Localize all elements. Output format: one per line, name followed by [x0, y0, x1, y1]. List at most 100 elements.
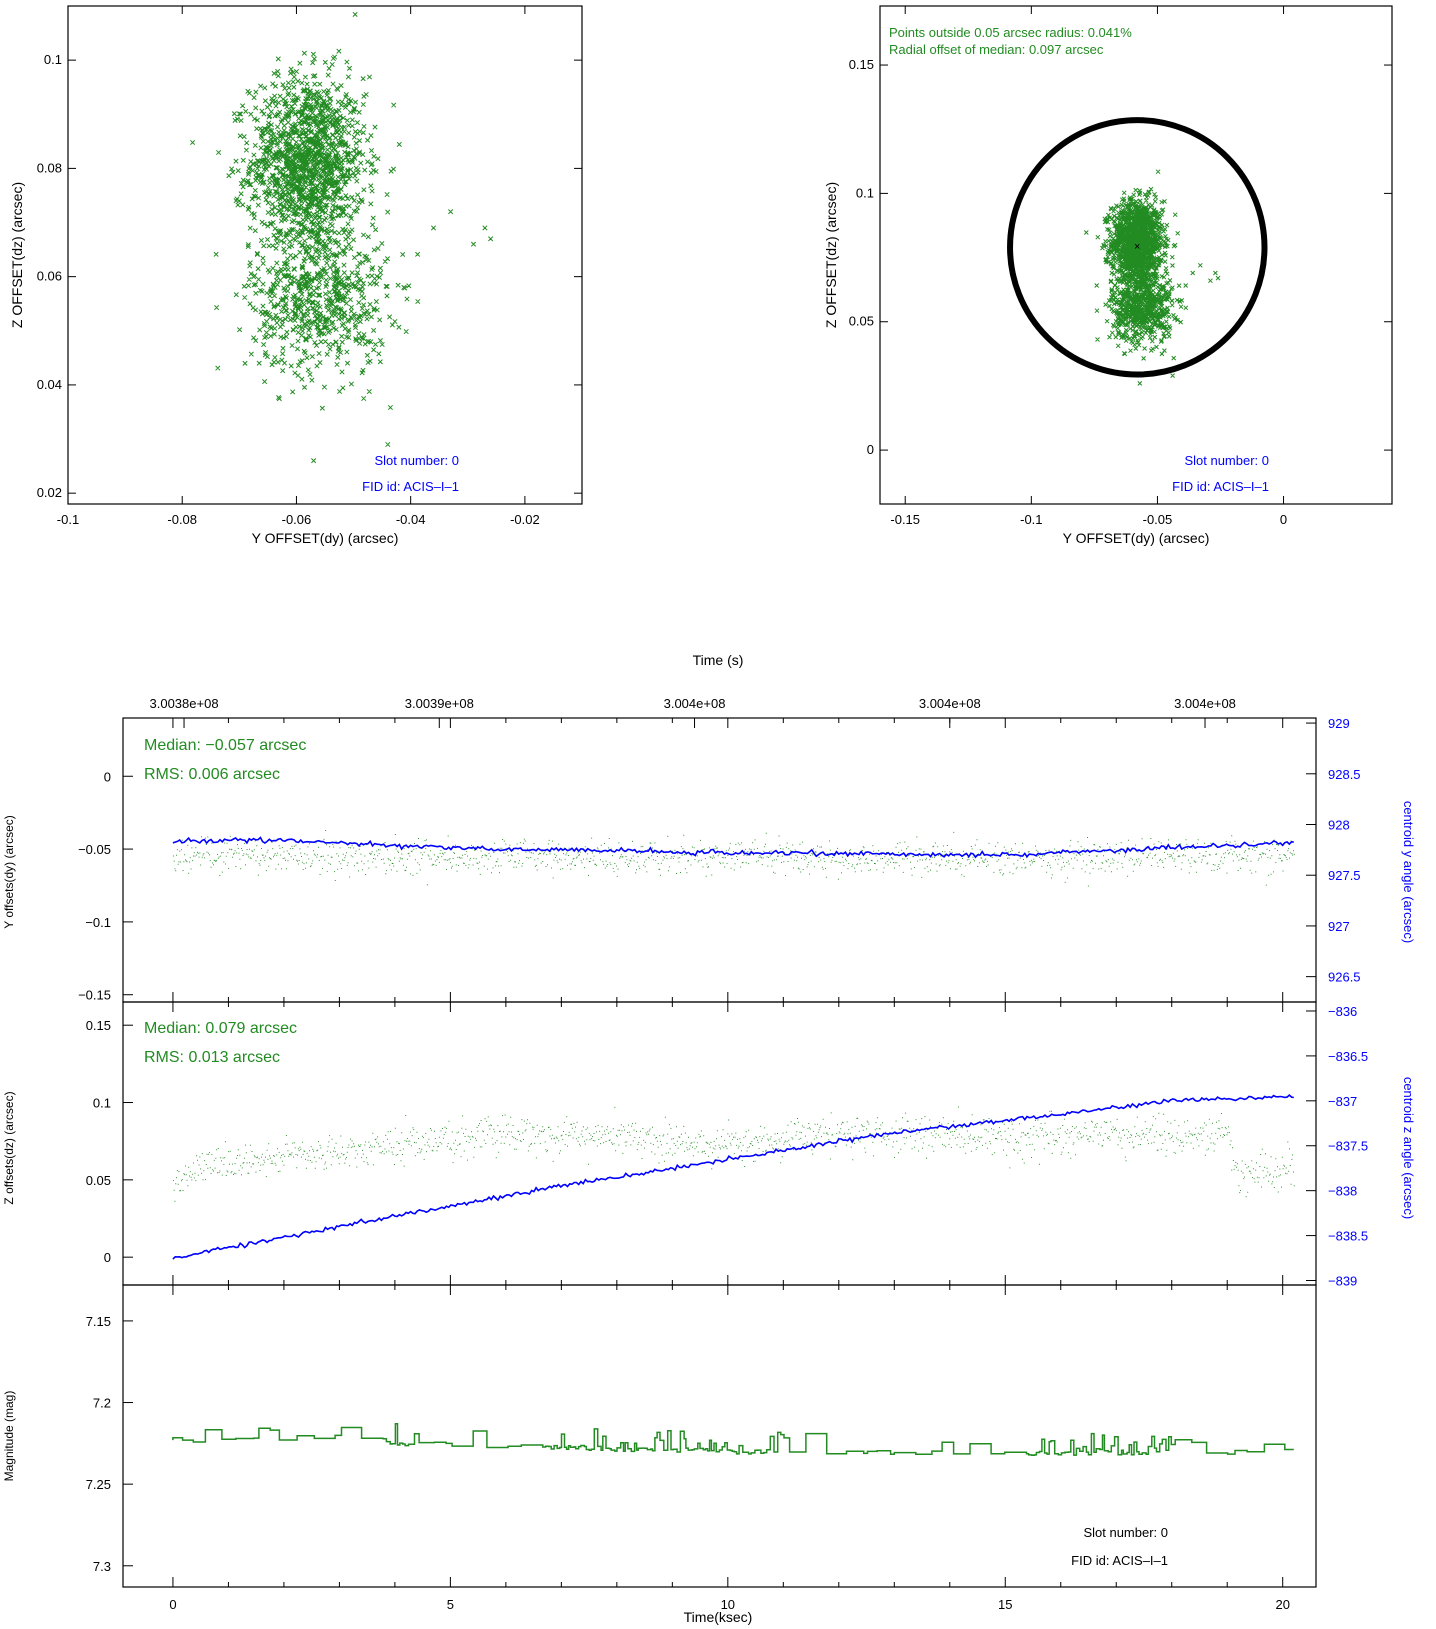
- scatter-left-points: [190, 11, 494, 464]
- z-median-label: Median: 0.079 arcsec: [144, 1020, 297, 1037]
- top-tick-label: 3.0038e+08: [150, 696, 219, 711]
- y-median-label: Median: −0.057 arcsec: [144, 737, 306, 754]
- z-offsets-series: [172, 1094, 1295, 1260]
- scatter-right-frame: [879, 5, 1393, 505]
- scatter-left-panel: -0.1 -0.08 -0.06 -0.04 -0.02 0.02 0.04 0.06 0.08…: [9, 5, 583, 546]
- z-offsets-panel: 0.15 0.1 0.05 0 −836 −836.5 −837 −837.5 −838 −838…: [2, 1001, 1416, 1289]
- y-tick-label: 0.1: [93, 1096, 111, 1111]
- z-rms-label: RMS: 0.013 arcsec: [144, 1049, 280, 1066]
- radial-offset-label: Radial offset of median: 0.097 arcsec: [889, 42, 1104, 57]
- y-tick-label: 7.3: [93, 1559, 111, 1574]
- magnitude-slot-label: Slot number: 0: [1083, 1525, 1168, 1540]
- top-time-axis-title: Time (s): [693, 652, 744, 668]
- magnitude-line: [172, 1423, 1294, 1456]
- y-tick-label: 0: [104, 769, 111, 784]
- scatter-left-fid-label: FID id: ACIS–I–1: [362, 479, 459, 494]
- top-tick-label: 3.004e+08: [919, 696, 981, 711]
- top-tick-label: 3.004e+08: [1174, 696, 1236, 711]
- scatter-left-slot-label: Slot number: 0: [374, 453, 459, 468]
- right-tick-label: −836: [1328, 1004, 1357, 1019]
- x-tick-label: 10: [721, 1597, 735, 1612]
- scatter-right-points: [1083, 169, 1221, 386]
- scatter-left-xlabel: Y OFFSET(dy) (arcsec): [252, 530, 399, 546]
- magnitude-series: [172, 1423, 1294, 1456]
- y-tick-label: 0.1: [44, 52, 62, 67]
- y-tick-label: 0.05: [849, 314, 874, 329]
- offset-dots: [172, 830, 1295, 887]
- y-tick-label: −0.05: [78, 842, 111, 857]
- x-tick-label: -0.02: [510, 512, 540, 527]
- scatter-points-path: [190, 11, 494, 464]
- x-tick-label: 5: [447, 1597, 454, 1612]
- magnitude-fid-label: FID id: ACIS–I–1: [1071, 1553, 1168, 1568]
- x-tick-label: 20: [1275, 1597, 1289, 1612]
- time-ksec-xlabel: Time(ksec): [684, 1609, 753, 1625]
- scatter-left-frame: [67, 5, 583, 505]
- y-tick-label: 0.15: [849, 57, 874, 72]
- magnitude-ticks: 7.15 7.2 7.25 7.3 0 5 10 15 20: [86, 1285, 1290, 1612]
- points-outside-label: Points outside 0.05 arcsec radius: 0.041…: [889, 25, 1132, 40]
- right-tick-label: 927: [1328, 919, 1350, 934]
- y-offsets-ticks: 0 −0.05 −0.1 −0.15 929 928.5 928 927.5 927 926.5: [78, 716, 1360, 1003]
- y-tick-label: 0.04: [37, 377, 62, 392]
- y-offsets-ylabel: Y offsets(dy) (arcsec): [2, 815, 16, 929]
- right-tick-label: −839: [1328, 1274, 1357, 1289]
- centroid-y-ylabel: centroid y angle (arcsec): [1401, 801, 1416, 943]
- x-tick-label: -0.06: [282, 512, 312, 527]
- x-tick-label: -0.15: [890, 512, 920, 527]
- scatter-left-ticks: -0.1 -0.08 -0.06 -0.04 -0.02 0.02 0.04 0.06 0.08…: [37, 6, 582, 527]
- right-tick-label: −838.5: [1328, 1229, 1368, 1244]
- right-tick-label: 928.5: [1328, 767, 1361, 782]
- y-tick-label: −0.1: [85, 915, 111, 930]
- scatter-right-panel: × -0.15 -0.1 -0.05 0 0 0.05 0.1 0.15 Points out…: [823, 5, 1393, 546]
- right-tick-label: 928: [1328, 818, 1350, 833]
- y-tick-label: 0.15: [86, 1018, 111, 1033]
- y-tick-label: 0.02: [37, 485, 62, 500]
- y-offsets-frame: [122, 717, 1317, 1003]
- y-offsets-panel: 0−0.05−0.1−0.15929928.5928927.5927926.5 …: [2, 696, 1416, 1003]
- x-tick-label: -0.04: [396, 512, 426, 527]
- top-tick-label: 3.004e+08: [664, 696, 726, 711]
- y-tick-label: 0: [867, 442, 874, 457]
- magnitude-frame: [122, 1284, 1317, 1588]
- y-tick-label: 7.25: [86, 1477, 111, 1492]
- y-tick-label: 0.08: [37, 160, 62, 175]
- right-tick-label: 927.5: [1328, 868, 1361, 883]
- y-tick-label: 0.06: [37, 269, 62, 284]
- x-tick-label: 0: [1280, 512, 1287, 527]
- y-tick-label: 0.1: [856, 185, 874, 200]
- right-tick-label: −837.5: [1328, 1139, 1368, 1154]
- scatter-right-fid-label: FID id: ACIS–I–1: [1172, 479, 1269, 494]
- scatter-left-ylabel: Z OFFSET(dz) (arcsec): [9, 182, 25, 328]
- radius-circle: [1007, 117, 1268, 378]
- x-tick-label: 15: [998, 1597, 1012, 1612]
- median-marker: ×: [1134, 241, 1140, 253]
- right-tick-label: −838: [1328, 1184, 1357, 1199]
- z-offsets-frame: [122, 1001, 1317, 1286]
- scatter-right-ticks: -0.15 -0.1 -0.05 0 0 0.05 0.1 0.15: [849, 6, 1392, 527]
- centroid-line: [172, 836, 1294, 859]
- x-tick-label: 0: [169, 1597, 176, 1612]
- y-tick-label: 7.15: [86, 1314, 111, 1329]
- x-tick-label: -0.08: [167, 512, 197, 527]
- time-seconds-ticks: 3.0038e+08 3.0039e+08 3.004e+08 3.004e+08 3.…: [150, 696, 1236, 728]
- y-tick-label: 0.05: [86, 1173, 111, 1188]
- x-tick-label: -0.1: [1020, 512, 1042, 527]
- top-tick-label: 3.0039e+08: [405, 696, 474, 711]
- magnitude-panel: 7.15 7.2 7.25 7.3 0 5 10 15 20 Magnitude (mag) T…: [2, 1284, 1317, 1625]
- centroid-z-ylabel: centroid z angle (arcsec): [1401, 1077, 1416, 1219]
- magnitude-ylabel: Magnitude (mag): [2, 1391, 16, 1482]
- y-offsets-series: [172, 830, 1295, 887]
- x-tick-label: -0.05: [1143, 512, 1173, 527]
- right-tick-label: 929: [1328, 716, 1350, 731]
- right-tick-label: −836.5: [1328, 1049, 1368, 1064]
- y-tick-label: −0.15: [78, 988, 111, 1003]
- centroid-line: [172, 1094, 1294, 1260]
- scatter-right-ylabel: Z OFFSET(dz) (arcsec): [823, 182, 839, 328]
- right-tick-label: 926.5: [1328, 970, 1361, 985]
- z-offsets-ticks: 0.15 0.1 0.05 0 −836 −836.5 −837 −837.5 −838 −838…: [86, 1002, 1368, 1289]
- y-rms-label: RMS: 0.006 arcsec: [144, 766, 280, 783]
- x-tick-label: -0.1: [57, 512, 79, 527]
- scatter-right-xlabel: Y OFFSET(dy) (arcsec): [1063, 530, 1210, 546]
